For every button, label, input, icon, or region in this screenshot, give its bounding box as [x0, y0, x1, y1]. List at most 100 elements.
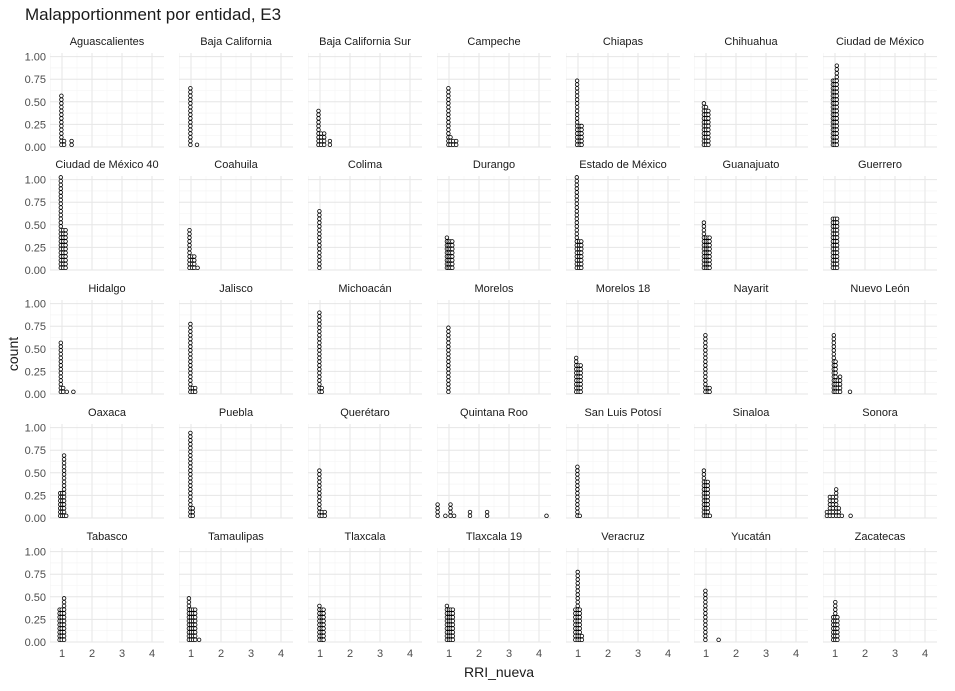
- data-dot: [58, 209, 63, 214]
- data-dot: [59, 120, 64, 125]
- data-dot: [454, 142, 459, 147]
- data-dot: [446, 89, 451, 95]
- facet-strip-label: Chihuahua: [724, 36, 778, 48]
- data-dot: [192, 254, 197, 259]
- data-dot: [848, 513, 853, 518]
- data-dot: [703, 603, 708, 609]
- data-dot: [317, 209, 322, 214]
- x-tick-label: 2: [605, 648, 611, 660]
- data-dot: [321, 630, 326, 635]
- data-dot: [190, 513, 195, 518]
- data-dot: [58, 359, 63, 364]
- data-dot: [317, 318, 322, 323]
- data-dot: [188, 131, 193, 136]
- data-dot: [575, 569, 580, 575]
- data-dot: [188, 344, 193, 349]
- data-dot: [574, 224, 579, 229]
- data-dot: [705, 498, 710, 503]
- facet-panel: Tlaxcala 1 2 3 4: [308, 531, 422, 660]
- data-dot: [847, 389, 853, 395]
- data-dot: [835, 615, 840, 620]
- data-dot: [574, 220, 579, 225]
- data-dot: [59, 116, 64, 121]
- data-dot: [448, 135, 453, 140]
- data-dot: [317, 374, 322, 379]
- y-tick-label: 0.00: [25, 513, 46, 525]
- facet-strip-label: Morelos 18: [596, 283, 650, 295]
- data-dot: [703, 355, 708, 361]
- data-dot: [317, 239, 322, 244]
- data-dot: [467, 509, 473, 515]
- data-dot: [61, 622, 67, 627]
- facet-panel: Yucatán 1 2 3 4: [694, 531, 808, 660]
- data-dot: [58, 194, 63, 199]
- data-dot: [58, 197, 63, 203]
- data-dot: [834, 243, 840, 248]
- data-dot: [446, 86, 451, 91]
- facet-strip-label: Sinaloa: [733, 407, 771, 419]
- data-dot: [578, 385, 583, 391]
- y-tick-label: 1.00: [25, 299, 46, 311]
- data-dot: [446, 363, 451, 368]
- data-dot: [834, 93, 839, 99]
- y-tick-label: 0.00: [25, 389, 46, 401]
- data-dot: [578, 370, 583, 376]
- data-dot: [58, 182, 63, 188]
- data-dot: [319, 385, 324, 391]
- facet-panel: Baja California: [179, 36, 293, 148]
- facet-strip-label: Baja California Sur: [319, 36, 411, 48]
- y-tick-label: 1.00: [25, 423, 46, 435]
- data-dot: [61, 498, 67, 503]
- data-dot: [63, 231, 68, 237]
- data-dot: [707, 250, 712, 255]
- data-dot: [577, 622, 582, 627]
- data-dot: [193, 622, 198, 627]
- data-dot: [450, 626, 456, 631]
- data-dot: [450, 611, 456, 616]
- data-dot: [187, 235, 192, 240]
- data-dot: [321, 618, 326, 624]
- data-dot: [446, 127, 451, 132]
- data-dot: [59, 135, 64, 140]
- data-dot: [61, 487, 67, 492]
- data-dot: [834, 116, 839, 121]
- data-dot: [58, 201, 63, 206]
- data-dot: [188, 127, 193, 132]
- data-dot: [833, 370, 838, 376]
- data-dot: [317, 220, 322, 225]
- data-dot: [706, 108, 711, 114]
- data-dot: [59, 108, 64, 114]
- data-dot: [58, 186, 63, 191]
- data-dot: [574, 227, 579, 233]
- data-dot: [831, 333, 836, 338]
- data-dot: [188, 340, 193, 346]
- x-tick-label: 2: [218, 648, 224, 660]
- data-dot: [187, 243, 192, 248]
- data-dot: [836, 509, 842, 515]
- data-dot: [188, 138, 193, 144]
- data-dot: [195, 265, 200, 271]
- data-dot: [707, 243, 712, 248]
- data-dot: [575, 599, 580, 605]
- data-dot: [188, 438, 193, 443]
- data-dot: [69, 138, 74, 144]
- data-dot: [831, 355, 836, 361]
- data-dot: [317, 506, 322, 511]
- data-dot: [450, 630, 456, 635]
- data-dot: [61, 472, 67, 477]
- data-dot: [703, 367, 708, 372]
- data-dot: [703, 622, 708, 627]
- facet-strip-label: Nayarit: [734, 283, 769, 295]
- data-dot: [703, 596, 708, 601]
- data-dot: [448, 509, 453, 515]
- data-dot: [317, 348, 322, 353]
- data-dot: [188, 370, 193, 376]
- data-dot: [446, 367, 451, 372]
- data-dot: [579, 127, 584, 132]
- facet-panel: Quintana Roo: [435, 407, 551, 519]
- data-dot: [435, 513, 440, 518]
- y-tick-label: 0.25: [25, 366, 46, 378]
- data-dot: [188, 487, 193, 492]
- y-tick-label: 0.25: [25, 242, 46, 254]
- data-dot: [574, 93, 580, 99]
